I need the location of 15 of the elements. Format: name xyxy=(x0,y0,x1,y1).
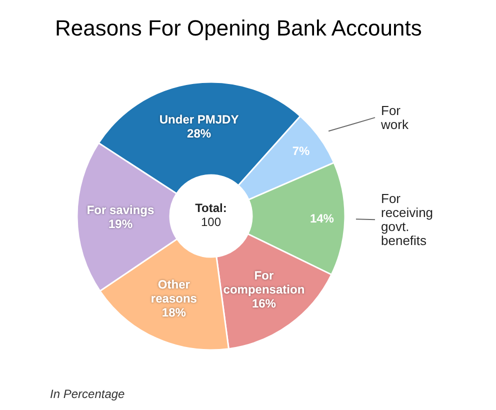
slice-label: For compensation xyxy=(223,268,305,296)
chart-title: Reasons For Opening Bank Accounts xyxy=(55,16,422,40)
data-label: 28% xyxy=(187,126,212,140)
slice-label: Other reasons xyxy=(150,278,198,306)
text: Total: 100 xyxy=(195,201,227,229)
data-label: 16% xyxy=(252,296,276,310)
data-label: 14% xyxy=(310,211,334,226)
data-label: 7% xyxy=(292,144,310,158)
text: In Percentage xyxy=(50,387,126,401)
slice-label: For work xyxy=(380,103,409,132)
data-label: 19% xyxy=(108,216,133,231)
slice-label: For savings xyxy=(86,202,155,217)
slice-label: Under PMJDY xyxy=(159,112,239,126)
data-label: 18% xyxy=(162,306,186,320)
slice-label: For receiving govt. benefits xyxy=(381,191,434,248)
